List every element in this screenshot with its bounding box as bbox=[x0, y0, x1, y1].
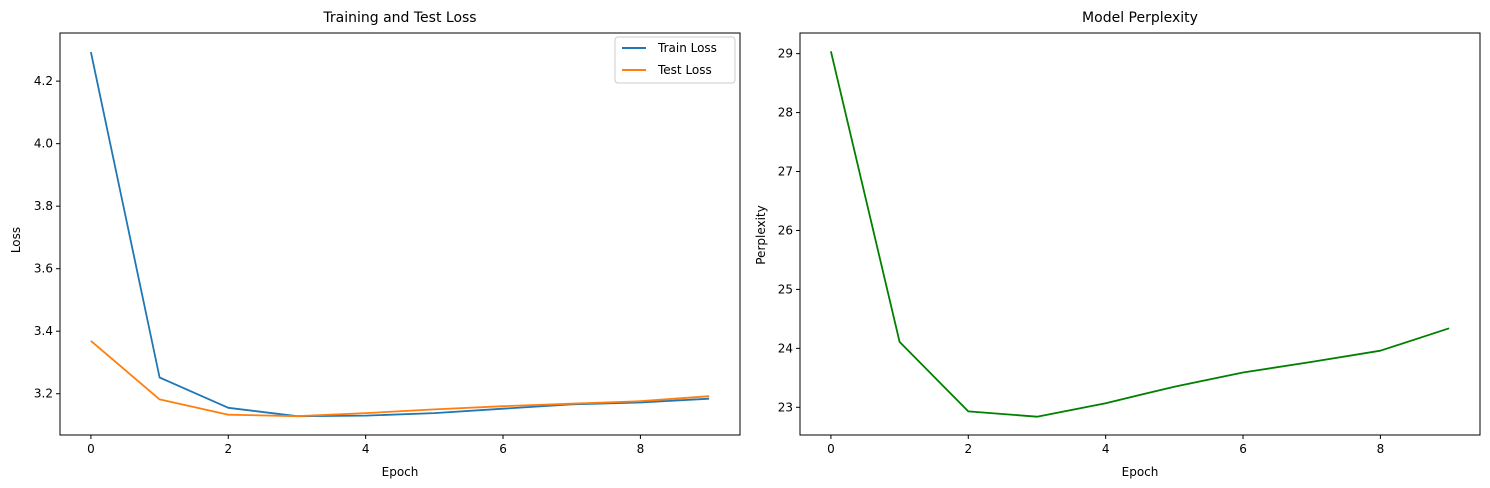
x-tick-label: 2 bbox=[224, 442, 232, 456]
x-tick-label: 8 bbox=[637, 442, 645, 456]
y-tick-label: 26 bbox=[778, 223, 793, 237]
perplexity-chart-lines bbox=[830, 51, 1450, 418]
x-tick-label: 8 bbox=[1377, 442, 1385, 456]
perplexity-chart-ylabel: Perplexity bbox=[754, 205, 768, 265]
y-tick-label: 3.8 bbox=[34, 199, 53, 213]
loss-chart-test-loss-line bbox=[90, 340, 710, 418]
y-tick-label: 27 bbox=[778, 165, 793, 179]
loss-chart-title: Training and Test Loss bbox=[322, 10, 476, 26]
x-tick-label: 4 bbox=[1102, 442, 1110, 456]
x-tick-label: 2 bbox=[964, 442, 972, 456]
y-tick-label: 24 bbox=[778, 341, 793, 355]
perplexity-chart-xlabel: Epoch bbox=[1122, 465, 1159, 479]
loss-chart-legend: Train Loss Test Loss bbox=[614, 36, 736, 84]
loss-chart-lines bbox=[90, 51, 710, 418]
loss-chart-plot-area bbox=[59, 32, 741, 436]
loss-chart: Training and Test Loss Epoch Loss 0 2 4 6 8 3… bbox=[9, 10, 741, 479]
y-tick-label: 3.2 bbox=[34, 387, 53, 401]
y-tick-label: 3.4 bbox=[34, 324, 53, 338]
perplexity-chart: Model Perplexity Epoch Perplexity 0 2 4 6 82… bbox=[754, 10, 1481, 479]
y-tick-label: 4.2 bbox=[34, 74, 53, 88]
loss-chart-train-loss-line bbox=[90, 51, 710, 418]
x-tick-label: 6 bbox=[499, 442, 507, 456]
loss-chart-ticks: 0 2 4 6 8 3.2 3.4 3.6 3.8 4.0 4.2 bbox=[34, 74, 644, 456]
y-tick-label: 4.0 bbox=[34, 137, 53, 151]
loss-chart-ylabel: Loss bbox=[9, 227, 23, 253]
x-tick-label: 0 bbox=[87, 442, 95, 456]
y-tick-label: 3.6 bbox=[34, 262, 53, 276]
y-tick-label: 29 bbox=[778, 47, 793, 61]
perplexity-chart-plot-area bbox=[799, 32, 1481, 436]
perplexity-chart-series-0-line bbox=[830, 51, 1450, 418]
x-tick-label: 0 bbox=[827, 442, 835, 456]
y-tick-label: 25 bbox=[778, 282, 793, 296]
loss-chart-xlabel: Epoch bbox=[382, 465, 419, 479]
legend-label-train: Train Loss bbox=[657, 41, 717, 55]
y-tick-label: 28 bbox=[778, 106, 793, 120]
x-tick-label: 6 bbox=[1239, 442, 1247, 456]
perplexity-chart-title: Model Perplexity bbox=[1082, 10, 1198, 26]
y-tick-label: 23 bbox=[778, 400, 793, 414]
x-tick-label: 4 bbox=[362, 442, 370, 456]
legend-label-test: Test Loss bbox=[657, 63, 712, 77]
